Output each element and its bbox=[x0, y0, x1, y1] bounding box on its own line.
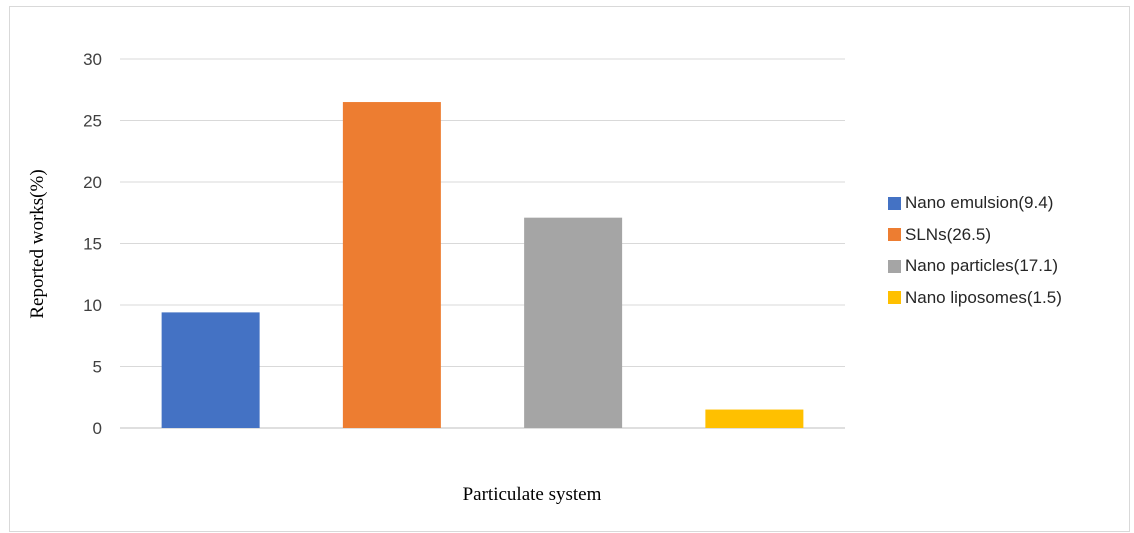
legend-item: SLNs(26.5) bbox=[888, 224, 1062, 246]
legend-swatch bbox=[888, 196, 901, 210]
y-tick-label: 10 bbox=[83, 296, 102, 315]
bars bbox=[161, 102, 804, 429]
legend-item: Nano liposomes(1.5) bbox=[888, 287, 1062, 309]
legend-swatch bbox=[888, 291, 901, 304]
y-tick-label: 30 bbox=[83, 50, 102, 69]
y-axis-title: Reported works(%) bbox=[27, 169, 48, 318]
y-tick-label: 25 bbox=[83, 112, 102, 131]
bar-slns bbox=[342, 102, 441, 429]
legend-swatch bbox=[888, 228, 901, 241]
y-tick-label: 15 bbox=[83, 235, 102, 254]
legend-swatch bbox=[888, 259, 901, 273]
legend-label: Nano particles(17.1) bbox=[905, 256, 1059, 275]
legend: Nano emulsion(9.4) SLNs(26.5) Nano particl… bbox=[888, 192, 1062, 318]
y-tick-label: 0 bbox=[93, 419, 102, 438]
legend-label: Nano liposomes(1.5) bbox=[905, 287, 1062, 307]
legend-label: SLNs(26.5) bbox=[905, 224, 991, 244]
y-tick-label: 20 bbox=[83, 173, 102, 192]
x-axis-title: Particulate system bbox=[463, 484, 602, 505]
y-tick-label: 5 bbox=[93, 358, 102, 377]
legend-label: Nano emulsion(9.4) bbox=[905, 193, 1054, 212]
legend-item: Nano particles(17.1) bbox=[888, 255, 1062, 277]
bar-nano-emulsion bbox=[161, 312, 260, 428]
bar-nano-particles bbox=[524, 217, 623, 428]
y-tick-labels: 0 5 10 15 20 25 30 bbox=[83, 50, 102, 438]
legend-item: Nano emulsion(9.4) bbox=[888, 192, 1062, 214]
bar-nano-liposomes bbox=[705, 409, 804, 428]
